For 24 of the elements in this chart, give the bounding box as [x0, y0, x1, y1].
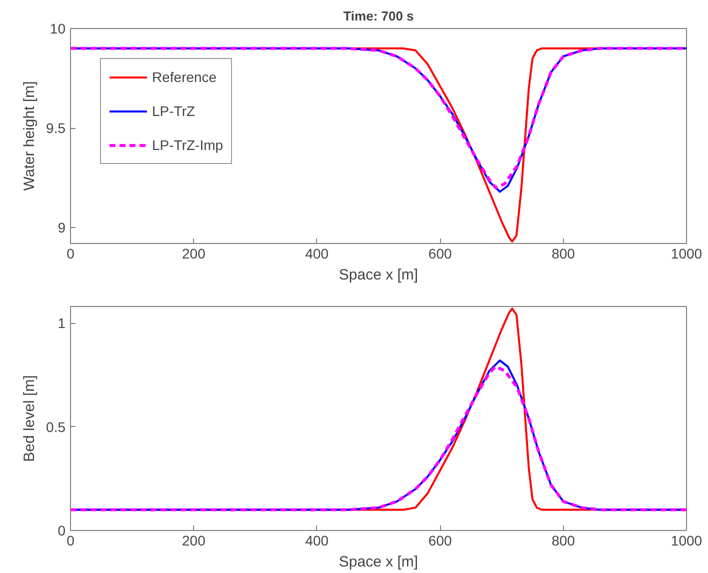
y-axis-title: Water height [m]	[21, 81, 38, 191]
y-tick-label: 9.5	[46, 120, 66, 136]
y-tick-label: 10	[50, 20, 66, 36]
x-tick-label: 400	[305, 532, 329, 548]
x-tick-label: 200	[182, 532, 206, 548]
x-tick-label: 400	[305, 246, 329, 262]
x-tick-label: 800	[552, 246, 576, 262]
y-tick-label: 0	[58, 522, 66, 538]
x-tick-label: 600	[428, 532, 452, 548]
y-tick-label: 0.5	[46, 418, 66, 435]
y-tick-label: 9	[58, 220, 66, 236]
y-tick-label: 1	[58, 315, 66, 332]
y-axis-title: Bed level [m]	[21, 375, 38, 462]
legend-label: LP-TrZ-Imp	[152, 137, 224, 153]
legend-label: Reference	[152, 69, 217, 85]
x-tick-label: 200	[182, 246, 206, 262]
x-tick-label: 1000	[670, 532, 702, 548]
x-axis-title: Space x [m]	[338, 266, 418, 284]
x-tick-label: 600	[428, 246, 452, 262]
x-axis-title: Space x [m]	[338, 554, 418, 570]
legend-label: LP-TrZ	[152, 103, 196, 119]
x-tick-label: 800	[552, 532, 576, 548]
x-tick-label: 1000	[670, 246, 702, 262]
chart-title: Time: 700 s	[343, 8, 414, 24]
